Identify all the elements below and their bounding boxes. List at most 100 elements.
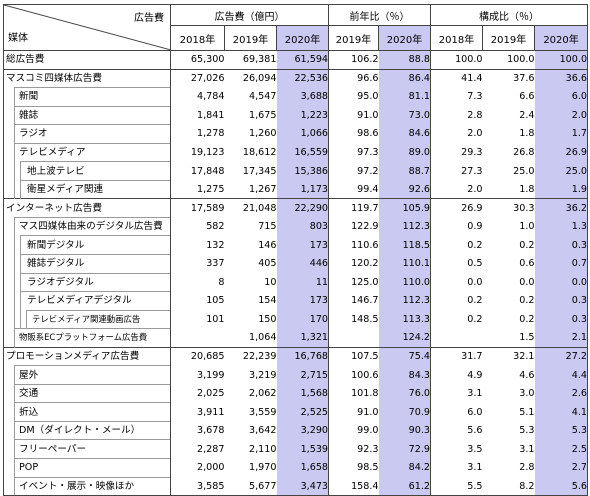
row-label: テレビメディアデジタル xyxy=(20,291,171,311)
value-cell: 3,473 xyxy=(276,477,330,496)
value-cell: 3,642 xyxy=(249,425,277,437)
table-row-free-paper: フリーペーパー 2,287 2,110 1,539 92.3 72.9 3.5 3.1 2.5 xyxy=(3,439,589,459)
value-cell: 29.3 xyxy=(461,147,483,158)
value-cell: 5.6 xyxy=(467,425,483,437)
value-cell: 2,062 xyxy=(249,388,277,400)
value-cell: 0.2 xyxy=(519,313,535,325)
value-cell: 0.7 xyxy=(534,254,589,274)
value-cell: 98.6 xyxy=(357,128,379,140)
indent-cell xyxy=(3,273,15,292)
row-label: 衛星メディア関連 xyxy=(20,179,171,199)
group-header-comp: 構成比（％） xyxy=(430,4,589,26)
value-cell: 65,300 xyxy=(190,54,225,66)
value-cell: 125.0 xyxy=(351,276,379,288)
value-cell: 5.6 xyxy=(534,477,589,496)
value-cell: 110.1 xyxy=(378,254,432,274)
value-cell: 30.3 xyxy=(482,198,535,218)
value-cell: 22,290 xyxy=(276,198,330,218)
table-row-mass4: マスコミ四媒体広告費 27,026 26,094 22,536 96.6 86.4 41.4… xyxy=(3,68,589,88)
value-cell: 1,675 xyxy=(249,109,277,121)
table-row-direct-mail: DM（ダイレクト・メール） 3,678 3,642 3,290 99.0 90.3 5.6 5… xyxy=(3,420,589,440)
value-cell: 5,677 xyxy=(224,477,277,496)
indent-cell xyxy=(3,254,15,274)
value-cell: 1,275 xyxy=(197,183,225,195)
value-cell: 100.0 xyxy=(455,54,483,66)
value-cell: 70.9 xyxy=(378,402,432,422)
value-cell: 22,536 xyxy=(276,68,330,88)
value-cell: 0.5 xyxy=(467,258,483,270)
value-cell: 0.3 xyxy=(534,291,589,311)
value-cell: 1.8 xyxy=(519,183,535,195)
indent-cell xyxy=(3,384,15,403)
indent-cell xyxy=(3,328,15,348)
value-cell: 1,267 xyxy=(249,183,277,195)
group-header-yoy: 前年比（％） xyxy=(328,4,432,26)
table-row-pop: POP 2,000 1,970 1,658 98.5 84.2 3.1 2.8 2.7 xyxy=(3,458,589,478)
value-cell: 69,381 xyxy=(242,54,277,66)
value-cell: 132 xyxy=(206,239,225,251)
value-cell: 3,585 xyxy=(170,477,225,496)
value-cell: 337 xyxy=(206,258,225,270)
col-header-comp-2020: 2020年 xyxy=(534,25,589,51)
value-cell: 76.0 xyxy=(378,384,432,403)
table-row-total-ad: 総広告費 65,300 69,381 61,594 106.2 88.8 100.0 100.… xyxy=(3,50,589,70)
value-cell: 61,594 xyxy=(276,50,330,70)
table-row-tv-media: テレビメディア 19,123 18,612 16,559 97.3 89.0 29.3 26.… xyxy=(3,142,589,162)
table-row-internet: インターネット広告費 17,589 21,048 22,290 119.7 105.9 26… xyxy=(3,198,589,218)
value-cell: 4,784 xyxy=(197,91,225,103)
value-cell: 1,223 xyxy=(276,106,330,125)
indent-cell xyxy=(14,310,21,329)
row-label: フリーペーパー xyxy=(14,439,171,459)
indent-cell xyxy=(3,106,15,125)
value-cell: 2,110 xyxy=(249,443,277,455)
value-cell: 7.3 xyxy=(467,91,483,103)
data-table: 広告費 媒体 広告費（億円） 前年比（％） 構成比（％） 2018年 2019年… xyxy=(3,4,589,496)
value-cell: 158.4 xyxy=(328,477,379,496)
value-cell: 110.6 xyxy=(351,239,379,251)
value-cell: 18,612 xyxy=(242,147,277,158)
value-cell: 96.6 xyxy=(328,68,379,88)
table-row-inserts: 折込 3,911 3,559 2,525 91.0 70.9 6.0 5.1 4.1 xyxy=(3,402,589,422)
col-header-comp-2018: 2018年 xyxy=(430,25,484,51)
indent-cell xyxy=(14,161,21,181)
value-cell: 27,026 xyxy=(170,68,225,88)
table-row-outdoor: 屋外 3,199 3,219 2,715 100.6 84.3 4.9 4.6 4.4 xyxy=(3,365,589,385)
value-cell: 2,287 xyxy=(197,443,225,455)
value-cell: 17,345 xyxy=(242,165,277,177)
value-cell: 26.8 xyxy=(513,147,535,158)
value-cell: 27.2 xyxy=(534,346,589,366)
value-cell: 170 xyxy=(276,310,330,329)
row-label: 雑誌 xyxy=(14,105,171,125)
indent-cell xyxy=(3,477,15,496)
value-cell: 90.3 xyxy=(378,421,432,440)
value-cell: 1,260 xyxy=(249,128,277,140)
row-label: インターネット広告費 xyxy=(3,198,171,218)
value-cell: 26.9 xyxy=(534,143,589,162)
value-cell: 1,321 xyxy=(276,328,330,348)
value-cell: 0.2 xyxy=(519,239,535,251)
row-label: テレビメディア xyxy=(14,142,171,162)
indent-cell xyxy=(3,458,15,478)
value-cell: 122.9 xyxy=(351,221,379,233)
value-cell: 1,841 xyxy=(197,109,225,121)
indent-cell xyxy=(20,310,27,329)
value-cell: 5.3 xyxy=(519,425,535,437)
table-row-events: イベント・展示・映像ほか 3,585 5,677 3,473 158.4 61.2 5.5 8… xyxy=(3,476,589,496)
value-cell: 72.9 xyxy=(378,439,432,459)
value-cell: 2.4 xyxy=(519,109,535,121)
value-cell: 5.3 xyxy=(534,421,589,440)
ad-expenditure-table: 広告費 媒体 広告費（億円） 前年比（％） 構成比（％） 2018年 2019年… xyxy=(3,4,589,496)
value-cell: 17,589 xyxy=(170,198,225,218)
value-cell: 3,678 xyxy=(197,425,225,437)
value-cell: 61.2 xyxy=(378,477,432,496)
value-cell: 100.0 xyxy=(507,54,535,66)
value-cell: 1,539 xyxy=(276,439,330,459)
value-cell: 1.7 xyxy=(534,124,589,144)
indent-cell xyxy=(14,254,21,274)
value-cell: 0.2 xyxy=(467,295,483,307)
value-cell: 0.0 xyxy=(467,276,483,288)
value-cell: 2.1 xyxy=(534,328,589,348)
col-header-comp-2019: 2019年 xyxy=(482,25,536,51)
value-cell xyxy=(171,329,225,348)
value-cell: 97.3 xyxy=(357,147,379,158)
